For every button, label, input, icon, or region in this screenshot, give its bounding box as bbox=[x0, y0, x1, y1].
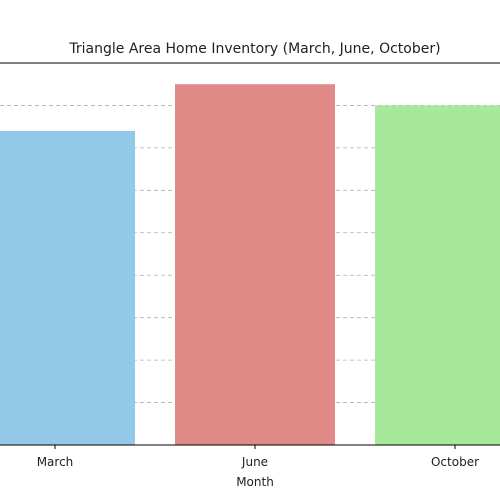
bar-march bbox=[0, 130, 135, 445]
x-tick-label: March bbox=[37, 455, 74, 469]
bar-october bbox=[375, 105, 500, 445]
x-tick-label: June bbox=[241, 455, 268, 469]
x-tick-label: October bbox=[431, 455, 479, 469]
x-axis-ticks: March June October bbox=[37, 445, 479, 469]
bars bbox=[0, 84, 500, 445]
bar-june bbox=[175, 84, 335, 445]
chart-title: Triangle Area Home Inventory (March, Jun… bbox=[68, 41, 440, 57]
x-axis-label: Month bbox=[236, 475, 274, 489]
